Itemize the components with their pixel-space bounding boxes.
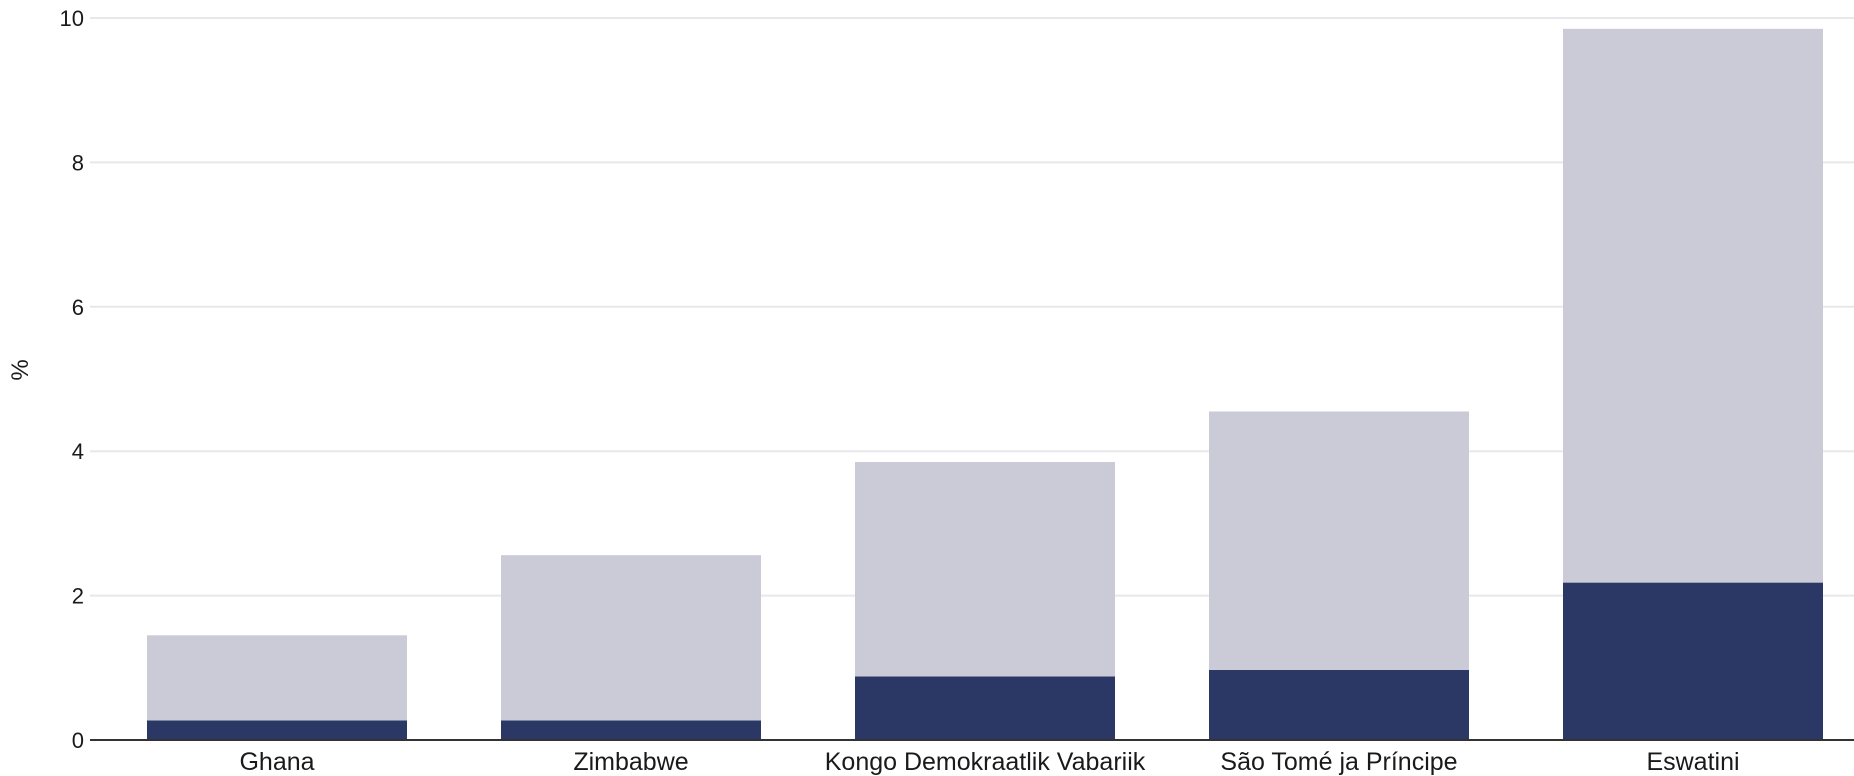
gridlines <box>90 17 1854 597</box>
y-tick-label-6: 6 <box>72 295 84 320</box>
bars <box>147 28 1823 740</box>
bar-2-segment-0 <box>855 676 1115 740</box>
bar-2-segment-1 <box>855 462 1115 677</box>
x-category-label: Kongo Demokraatlik Vabariik <box>825 748 1146 776</box>
x-category-label: Ghana <box>239 748 314 776</box>
x-axis-labels: Ghana Zimbabwe Kongo Demokraatlik Vabariik… <box>239 748 1739 776</box>
bar-4-segment-1 <box>1563 28 1823 583</box>
bar-1-segment-1 <box>501 555 761 721</box>
y-tick-label-10: 10 <box>60 6 84 31</box>
y-axis-title: % <box>7 359 34 380</box>
y-tick-label-8: 8 <box>72 150 84 175</box>
bar-0-segment-0 <box>147 720 407 740</box>
bar-0-segment-1 <box>147 635 407 721</box>
y-axis-ticks: 0 2 4 6 8 10 <box>60 6 84 753</box>
x-category-label: São Tomé ja Príncipe <box>1220 748 1457 776</box>
bar-3-segment-0 <box>1209 669 1469 740</box>
bar-4-segment-0 <box>1563 582 1823 740</box>
y-tick-label-0: 0 <box>72 728 84 753</box>
y-tick-label-4: 4 <box>72 439 84 464</box>
x-category-label: Eswatini <box>1646 748 1739 776</box>
bar-3-segment-1 <box>1209 411 1469 670</box>
y-tick-label-2: 2 <box>72 584 84 609</box>
x-category-label: Zimbabwe <box>573 748 688 776</box>
bar-1-segment-0 <box>501 720 761 740</box>
